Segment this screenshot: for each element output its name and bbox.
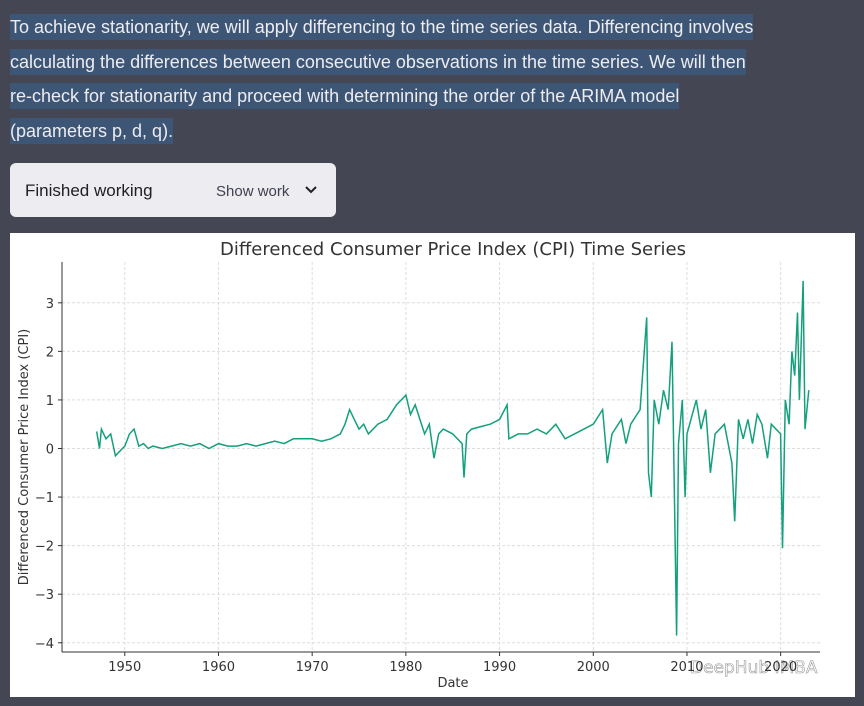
y-tick-label: 2 [46, 345, 54, 360]
chevron[interactable] [305, 185, 317, 195]
data-line [95, 280, 810, 636]
message-line: (parameters p, d, q). [10, 114, 860, 149]
x-tick-label: 1960 [202, 660, 235, 675]
x-tick-label: 2020 [764, 660, 797, 675]
message-text: To achieve stationarity, we will apply d… [10, 14, 754, 40]
x-tick-label: 1990 [483, 660, 516, 675]
message-text: (parameters p, d, q). [10, 117, 174, 144]
x-tick-label: 1970 [296, 660, 329, 675]
y-axis-label: Differenced Consumer Price Index (CPI) [17, 329, 32, 585]
watermark: DeepHub IMBA [690, 658, 818, 678]
y-tick-label: 0 [46, 443, 54, 458]
x-tick-label: 2010 [670, 660, 703, 675]
y-tick-label: −2 [35, 540, 54, 555]
status-label: Finished working [25, 181, 153, 200]
message-line: To achieve stationarity, we will apply d… [10, 10, 860, 45]
x-tick-label: 1980 [389, 660, 422, 675]
x-tick-label: 2000 [577, 660, 610, 675]
x-axis-label: Date [437, 676, 468, 691]
message-text: re-check for stationarity and proceed wi… [10, 83, 680, 109]
chart: Differenced Consumer Price Index (CPI) T… [10, 233, 855, 697]
message-line: re-check for stationarity and proceed wi… [10, 79, 860, 114]
y-tick-label: −1 [35, 491, 54, 506]
status-box: Finished working Show work [10, 163, 336, 217]
y-tick-label: 1 [46, 394, 54, 409]
x-tick-label: 1950 [108, 660, 141, 675]
message-line: calculating the differences between cons… [10, 45, 860, 80]
y-tick-label: −3 [35, 588, 54, 603]
y-tick-label: 3 [46, 297, 54, 312]
message: To achieve stationarity, we will apply d… [10, 10, 860, 148]
chart-title: Differenced Consumer Price Index (CPI) T… [220, 239, 686, 260]
show-work-toggle[interactable]: Show work [216, 183, 290, 200]
y-tick-label: −4 [35, 637, 54, 652]
message-text: calculating the differences between cons… [10, 48, 746, 75]
